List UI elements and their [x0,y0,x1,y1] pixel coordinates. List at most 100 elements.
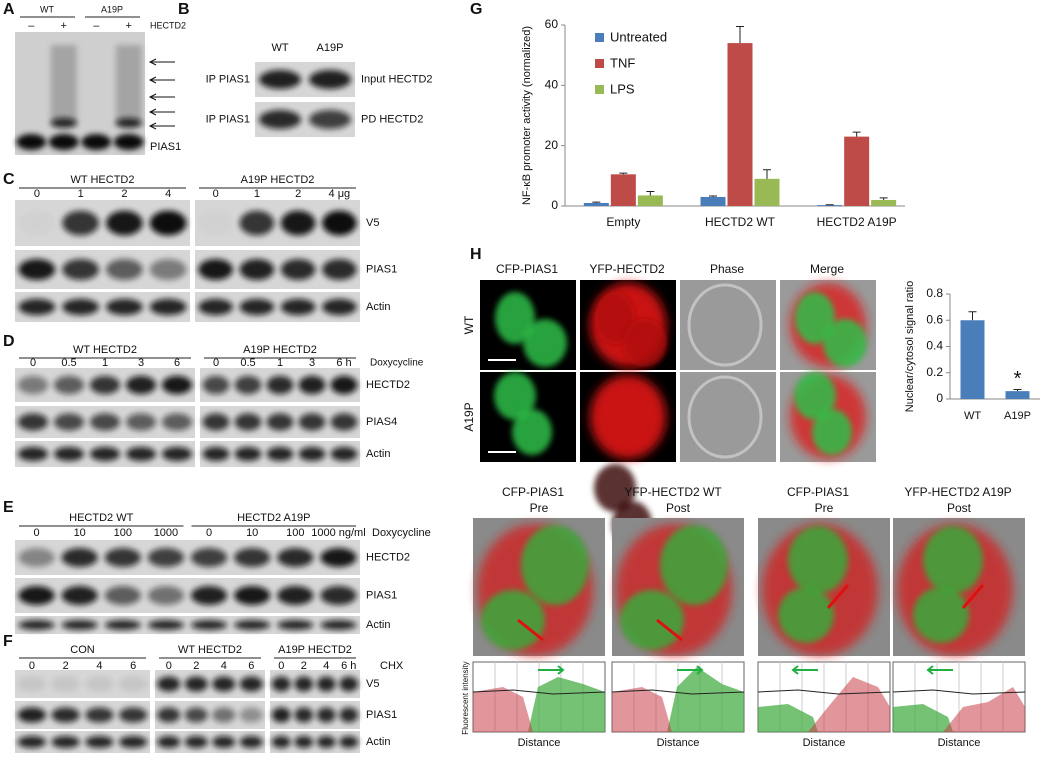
lane-label: 3 [309,357,315,369]
blot [270,731,360,753]
band [212,707,236,723]
band [198,258,233,281]
lane-label: 0 [29,660,35,672]
band [125,375,157,395]
band [309,70,351,89]
red-profile [943,687,1025,732]
band [149,258,187,281]
column-label: CFP-PIAS1 [496,262,558,276]
band [298,375,326,395]
band [234,586,271,605]
bar [844,136,870,206]
panel-label: E [3,499,14,516]
lane-label: 4 [221,660,227,672]
lane-label: 6 [130,660,136,672]
band [322,298,357,316]
group-label: WT [271,42,288,54]
band [17,736,47,748]
band [18,258,56,281]
y-tick-label: 0 [551,198,558,212]
cell-outline [687,375,763,459]
band [147,620,185,630]
band [266,446,294,462]
band [184,676,208,692]
band [212,736,236,748]
row-label: Actin [366,619,390,631]
band [61,548,98,567]
lane-label: 2 [295,188,301,200]
error-bar [968,311,977,321]
treatment-label: CHX [380,660,404,672]
lane-label: 2 [121,188,127,200]
phase-profile [611,689,745,695]
row-label: PIAS1 [366,263,397,275]
lane-label: 0 [166,660,172,672]
arrow [961,584,985,609]
band [202,413,230,431]
lane-label: 6 h [341,660,356,672]
band [239,258,275,281]
legend-swatch [595,85,604,94]
arrow [656,618,683,642]
y-tick-label: 60 [545,17,559,31]
band [198,298,233,316]
lane-label: 1 [78,188,84,200]
lane-label: 10 [246,527,258,539]
treatment-label: HECTD2 [150,20,186,30]
band [330,375,358,395]
legend-label: Untreated [610,29,667,44]
row-label: IP PIAS1 [206,113,250,125]
arrow [148,58,175,66]
profile-x-label: Distance [803,737,846,749]
treatment-label: Doxycycline [370,358,424,369]
band [294,707,314,723]
band [320,620,357,630]
error-bar [852,131,861,137]
group-label: HECTD2 A19P [237,512,310,524]
band [161,375,193,395]
column-label: Phase [710,262,744,276]
lane-label: 1000 [154,527,178,539]
smear [50,45,77,125]
row-label: PIAS1 [150,141,181,153]
band [51,736,80,748]
band [339,736,359,748]
nucleus [778,587,834,643]
nucleus [823,319,867,367]
error-bar [1013,389,1022,392]
y-tick-label: 40 [545,78,559,92]
cell-outline [687,283,763,367]
band [17,413,49,431]
nucleus [521,525,589,605]
x-tick-label: A19P [1004,410,1031,422]
band [17,446,49,462]
band [50,118,77,128]
panel-label: D [3,333,15,350]
band [89,413,121,431]
x-tick-label: HECTD2 A19P [817,215,897,229]
band [89,446,121,462]
band [113,134,144,150]
band [277,620,314,630]
row-label: PIAS4 [366,416,397,428]
blot [15,616,360,634]
band [198,211,233,236]
legend-swatch [595,33,604,42]
band [51,707,80,723]
band [280,210,316,236]
bar [727,43,753,206]
arrow [148,76,175,84]
band [157,736,181,748]
nucleus [512,409,552,455]
group-label: A19P [317,42,344,54]
bar [637,195,663,206]
green-profile [667,667,744,732]
lane-label: 1 [254,188,260,200]
band [239,298,275,316]
row-label: HECTD2 [366,379,410,391]
band [85,676,114,692]
band [234,413,262,431]
band [212,676,236,692]
bar [610,174,636,206]
lane-label: 1 [277,357,283,369]
